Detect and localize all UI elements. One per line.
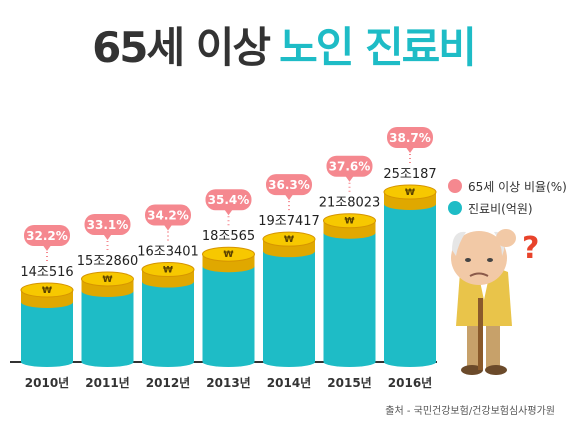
man-cane (478, 298, 483, 370)
bar-bottom-6 (384, 357, 436, 367)
cost-label-5: 21조8023 (319, 196, 381, 211)
cost-label-0: 14조516 (20, 265, 73, 280)
man-hand (496, 229, 516, 247)
legend: 65세 이상 비율(%) 진료비(억원) (448, 175, 567, 219)
coin-top-2 (141, 262, 195, 278)
bar-6 (384, 200, 436, 362)
coin-top-5 (323, 213, 376, 229)
title-part-2: 노인 진료비 (279, 23, 477, 72)
bar-5 (323, 228, 376, 362)
source-note: 출처 - 국민건강보험/건강보험심사평가원 (385, 406, 555, 417)
man-leg-left (467, 322, 481, 368)
man-eye-right (487, 258, 493, 262)
x-tick-label-6: 2016년 (388, 376, 432, 390)
title-part-1: 65세 이상 (92, 23, 271, 72)
x-tick-label-1: 2011년 (85, 376, 129, 390)
coin-rim-6 (384, 198, 436, 210)
legend-swatch-cost (448, 201, 462, 215)
coin-rim-2 (142, 275, 194, 288)
man-leg-right (486, 322, 500, 368)
cost-label-6: 25조187 (383, 167, 436, 182)
coin-won-mark-3: ₩ (224, 250, 234, 260)
coin-rim-5 (323, 226, 376, 239)
ratio-bubble-5 (326, 155, 373, 177)
bar-bottom-0 (21, 357, 73, 367)
ratio-label-3: 35.4% (208, 193, 250, 207)
bar-4 (263, 247, 315, 362)
coin-won-mark-0: ₩ (42, 286, 52, 296)
coin-won-mark-4: ₩ (284, 235, 294, 245)
cost-label-4: 19조7417 (258, 214, 320, 229)
question-mark-icon: ? (522, 231, 539, 266)
bar-bottom-4 (263, 357, 315, 367)
legend-swatch-ratio (448, 179, 462, 193)
bar-bottom-5 (323, 357, 376, 367)
x-tick-label-2: 2012년 (146, 376, 190, 390)
x-tick-label-5: 2015년 (327, 376, 371, 390)
x-tick-label-0: 2010년 (25, 376, 69, 390)
coin-top-3 (202, 246, 255, 262)
coin-won-mark-2: ₩ (163, 266, 173, 276)
coin-rim-4 (263, 245, 315, 258)
man-head (451, 231, 507, 285)
bar-0 (21, 298, 73, 362)
ratio-bubble-2 (145, 204, 191, 226)
bar-1 (81, 286, 134, 362)
ratio-label-2: 34.2% (147, 209, 189, 223)
ratio-bubble-4 (266, 174, 312, 196)
coin-rim-3 (202, 260, 255, 273)
legend-label-cost: 진료비(억원) (468, 201, 533, 216)
bar-2 (142, 277, 194, 362)
bar-bottom-1 (81, 357, 134, 367)
coin-top-0 (20, 282, 74, 298)
ratio-bubble-1 (84, 213, 131, 235)
man-shoe-right (485, 365, 507, 375)
man-hair-left (452, 231, 466, 256)
man-eye-left (465, 258, 471, 262)
cost-label-1: 15조2860 (77, 254, 139, 269)
ratio-bubble-0 (24, 225, 70, 246)
coin-rim-1 (81, 284, 134, 297)
coin-won-mark-6: ₩ (405, 188, 415, 198)
coin-top-1 (81, 271, 134, 287)
man-mouth (469, 272, 489, 277)
coin-won-mark-5: ₩ (345, 217, 355, 227)
ratio-label-4: 36.3% (268, 178, 310, 192)
cost-label-3: 18조565 (202, 229, 255, 244)
ratio-bubble-6 (387, 127, 433, 148)
coin-top-4 (262, 231, 316, 247)
cost-label-2: 16조3401 (137, 245, 199, 260)
coin-top-6 (383, 184, 437, 200)
ratio-label-5: 37.6% (329, 160, 371, 174)
ratio-bubble-3 (205, 189, 252, 211)
x-tick-label-3: 2013년 (206, 376, 250, 390)
bar-bottom-3 (202, 357, 255, 367)
ratio-label-1: 33.1% (87, 218, 129, 232)
coin-rim-0 (21, 296, 73, 308)
chart-title: 65세 이상 노인 진료비 (0, 14, 567, 75)
ratio-label-0: 32.2% (26, 229, 68, 243)
ratio-label-6: 38.7% (389, 131, 431, 145)
bar-3 (202, 262, 255, 362)
x-tick-label-4: 2014년 (267, 376, 311, 390)
coin-won-mark-1: ₩ (103, 275, 113, 285)
legend-label-ratio: 65세 이상 비율(%) (468, 179, 567, 194)
man-shoe-left (461, 365, 483, 375)
legend-item-cost: 진료비(억원) (448, 197, 567, 219)
elderly-man-illustration: ? (451, 229, 539, 375)
legend-item-ratio: 65세 이상 비율(%) (448, 175, 567, 197)
bar-bottom-2 (142, 357, 194, 367)
